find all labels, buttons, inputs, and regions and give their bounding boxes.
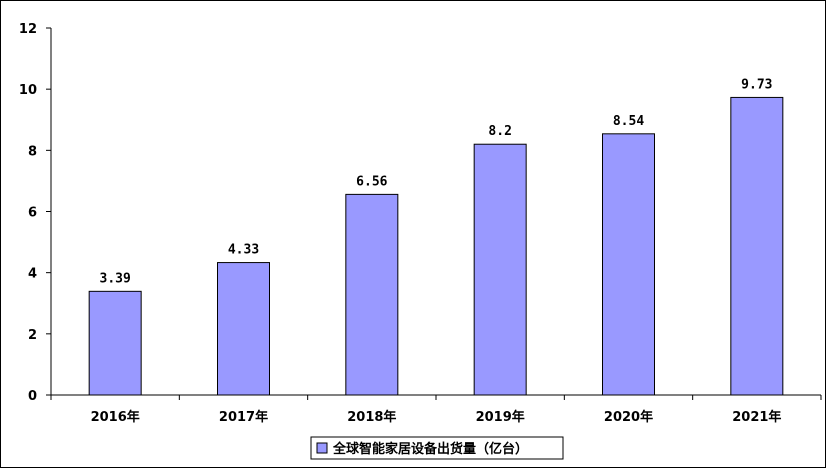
x-tick-label: 2016年 [91, 409, 140, 425]
bar [88, 290, 142, 396]
legend-box [310, 436, 564, 460]
bar [345, 193, 399, 396]
y-tick-label: 8 [28, 144, 37, 159]
x-tick-label: 2018年 [347, 409, 396, 425]
bar [730, 96, 784, 396]
data-label: 8.54 [613, 114, 644, 129]
data-label: 8.2 [488, 124, 511, 139]
y-tick-label: 2 [28, 328, 37, 343]
bar [217, 262, 270, 396]
y-tick-label: 12 [19, 22, 37, 37]
y-tick-label: 4 [28, 267, 37, 282]
x-tick-label: 2019年 [476, 409, 525, 425]
x-tick-label: 2021年 [732, 409, 781, 425]
data-label: 6.56 [356, 174, 387, 189]
legend-label: 全球智能家居设备出货量（亿台） [332, 441, 528, 457]
y-tick-label: 6 [28, 206, 37, 221]
y-tick-label: 10 [19, 83, 37, 98]
bar [473, 143, 527, 396]
legend-swatch [316, 442, 328, 454]
bar [602, 133, 655, 396]
x-tick-label: 2017年 [219, 409, 268, 425]
data-label: 4.33 [228, 243, 259, 258]
data-label: 3.39 [100, 271, 131, 286]
data-label: 9.73 [741, 77, 772, 92]
x-tick-label: 2020年 [604, 409, 653, 425]
y-tick-label: 0 [28, 389, 37, 404]
